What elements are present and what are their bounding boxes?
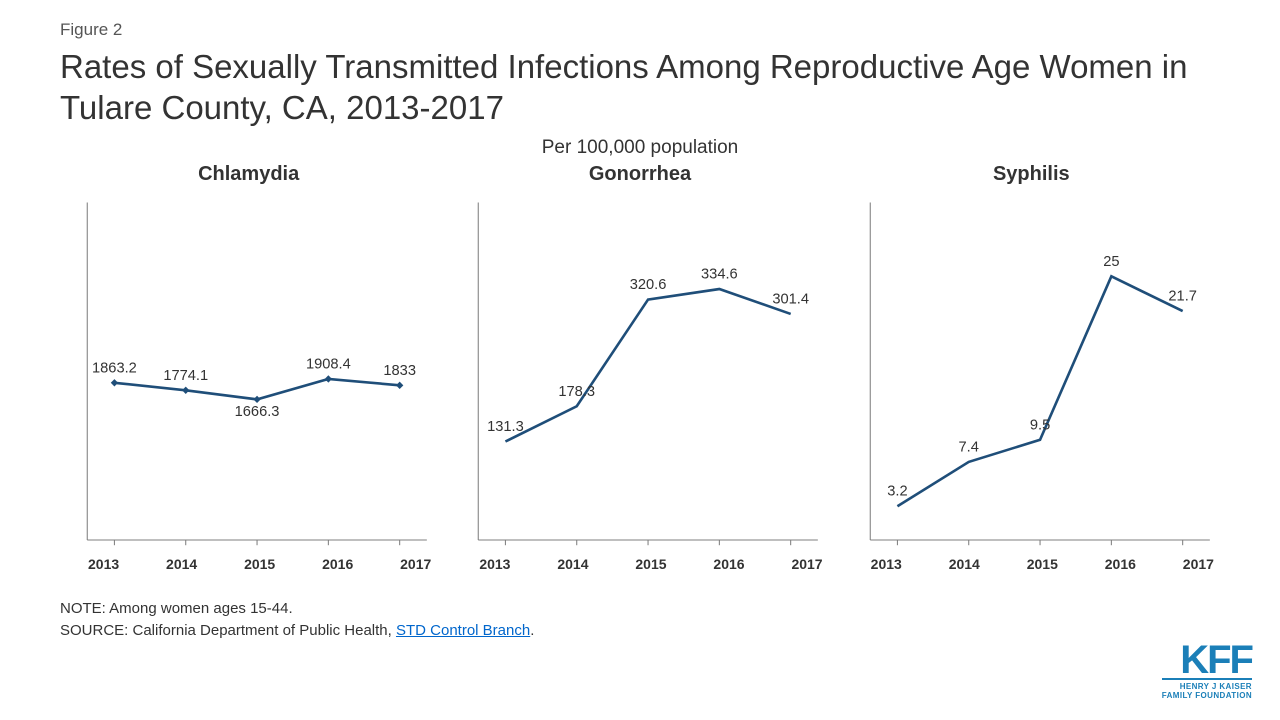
- series-line: [506, 289, 791, 441]
- chart-subtitle: Per 100,000 population: [60, 137, 1220, 159]
- x-tick-label: 2017: [791, 556, 822, 572]
- source-link[interactable]: STD Control Branch: [396, 622, 530, 639]
- x-tick-label: 2013: [88, 556, 119, 572]
- panel-title: Syphilis: [993, 163, 1070, 186]
- x-tick-label: 2016: [322, 556, 353, 572]
- data-marker: [253, 395, 260, 402]
- x-tick-label: 2015: [244, 556, 275, 572]
- x-axis-labels: 2013 2014 2015 2016 2017: [60, 548, 437, 572]
- kff-logo-text: KFF: [1162, 644, 1252, 676]
- x-tick-label: 2015: [635, 556, 666, 572]
- line-chart: 1863.2 1774.1 1666.3 1908.4 1833: [60, 192, 437, 548]
- data-label: 1774.1: [163, 367, 208, 383]
- data-label: 131.3: [487, 419, 524, 435]
- footer-source: SOURCE: California Department of Public …: [60, 620, 1220, 643]
- series-line: [897, 276, 1182, 506]
- data-label: 320.6: [630, 277, 667, 293]
- figure-label: Figure 2: [60, 20, 1220, 40]
- x-tick-label: 2017: [1183, 556, 1214, 572]
- data-marker: [325, 375, 332, 382]
- line-chart: 131.3 178.3 320.6 334.6 301.4: [451, 192, 828, 548]
- x-tick-label: 2016: [1105, 556, 1136, 572]
- data-label: 178.3: [559, 383, 596, 399]
- data-marker: [396, 381, 403, 388]
- figure-container: Figure 2 Rates of Sexually Transmitted I…: [0, 0, 1280, 653]
- chart-panel: Chlamydia 1863.2 1774.1 1666.3 1908.4 1833 201…: [60, 163, 437, 572]
- data-label: 7.4: [958, 439, 978, 455]
- x-tick-label: 2013: [871, 556, 902, 572]
- data-label: 9.5: [1030, 417, 1050, 433]
- charts-row: Chlamydia 1863.2 1774.1 1666.3 1908.4 1833 201…: [60, 163, 1220, 572]
- footer-notes: NOTE: Among women ages 15-44. SOURCE: Ca…: [60, 598, 1220, 643]
- footer-note: NOTE: Among women ages 15-44.: [60, 598, 1220, 621]
- data-label: 1833: [383, 362, 416, 378]
- data-label: 3.2: [887, 483, 907, 499]
- line-chart: 3.2 7.4 9.5 25 21.7: [843, 192, 1220, 548]
- data-label: 1908.4: [306, 356, 351, 372]
- footer-source-suffix: .: [530, 622, 534, 639]
- data-marker: [182, 386, 189, 393]
- data-marker: [111, 379, 118, 386]
- x-tick-label: 2014: [949, 556, 980, 572]
- x-tick-label: 2013: [479, 556, 510, 572]
- chart-title: Rates of Sexually Transmitted Infections…: [60, 46, 1220, 129]
- panel-title: Chlamydia: [198, 163, 299, 186]
- x-tick-label: 2014: [166, 556, 197, 572]
- kff-logo: KFF HENRY J KAISER FAMILY FOUNDATION: [1162, 644, 1252, 700]
- data-label: 1666.3: [235, 404, 280, 420]
- x-axis-labels: 2013 2014 2015 2016 2017: [451, 548, 828, 572]
- data-label: 334.6: [701, 266, 738, 282]
- data-label: 301.4: [773, 291, 810, 307]
- x-axis-labels: 2013 2014 2015 2016 2017: [843, 548, 1220, 572]
- chart-panel: Syphilis3.27.49.52521.720132014201520162…: [843, 163, 1220, 572]
- chart-panel: Gonorrhea131.3178.3320.6334.6301.4201320…: [451, 163, 828, 572]
- x-tick-label: 2015: [1027, 556, 1058, 572]
- footer-source-prefix: SOURCE: California Department of Public …: [60, 622, 396, 639]
- data-label: 25: [1103, 253, 1119, 269]
- x-tick-label: 2016: [713, 556, 744, 572]
- data-label: 1863.2: [92, 360, 137, 376]
- x-tick-label: 2014: [557, 556, 588, 572]
- x-tick-label: 2017: [400, 556, 431, 572]
- data-label: 21.7: [1168, 288, 1197, 304]
- kff-logo-sub: HENRY J KAISER FAMILY FOUNDATION: [1162, 678, 1252, 700]
- panel-title: Gonorrhea: [589, 163, 691, 186]
